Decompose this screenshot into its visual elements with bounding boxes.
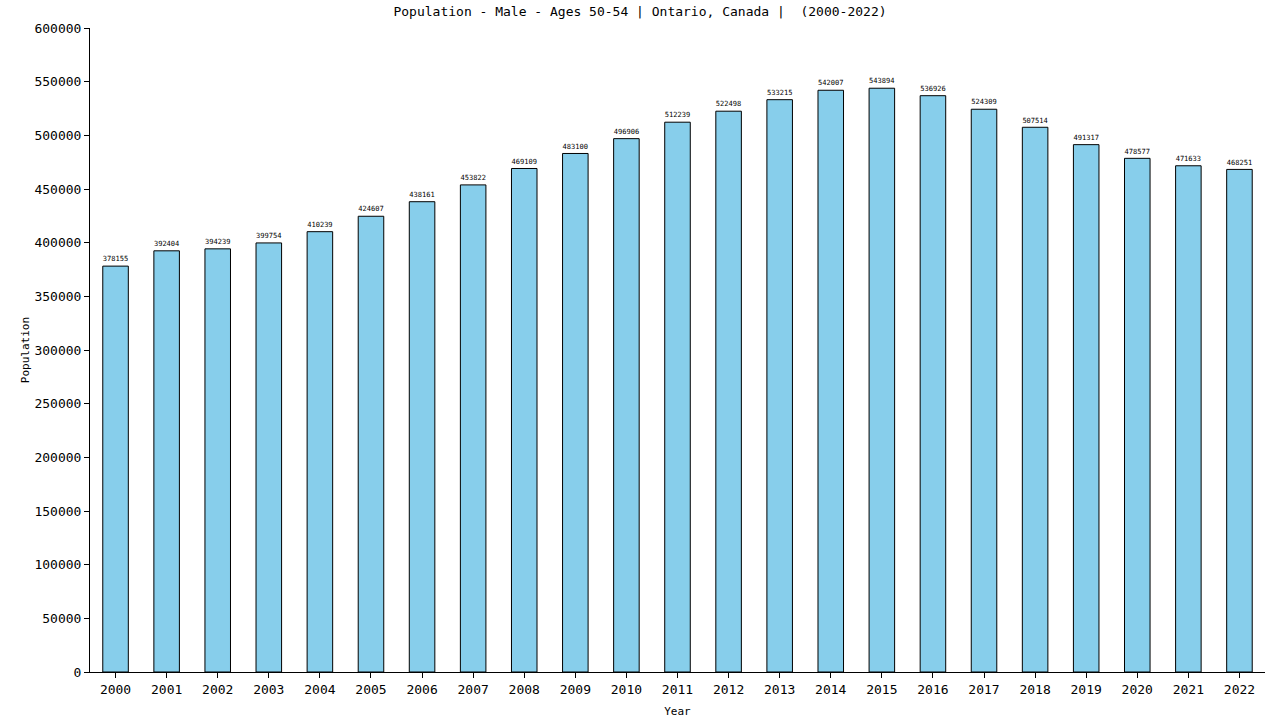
svg-text:550000: 550000 bbox=[34, 74, 81, 89]
svg-text:2006: 2006 bbox=[406, 682, 437, 697]
svg-text:483100: 483100 bbox=[563, 142, 589, 151]
svg-text:468251: 468251 bbox=[1227, 158, 1253, 167]
svg-text:453822: 453822 bbox=[460, 173, 485, 182]
svg-text:2017: 2017 bbox=[968, 682, 999, 697]
svg-text:350000: 350000 bbox=[34, 289, 81, 304]
svg-text:471633: 471633 bbox=[1176, 154, 1201, 163]
svg-text:250000: 250000 bbox=[34, 396, 81, 411]
svg-text:392404: 392404 bbox=[154, 239, 179, 248]
svg-text:50000: 50000 bbox=[42, 611, 81, 626]
svg-text:Population - Male - Ages 50-54: Population - Male - Ages 50-54 | Ontario… bbox=[393, 4, 886, 19]
svg-text:524309: 524309 bbox=[971, 97, 996, 106]
svg-text:2010: 2010 bbox=[611, 682, 642, 697]
svg-text:496906: 496906 bbox=[614, 127, 639, 136]
svg-text:438161: 438161 bbox=[409, 190, 435, 199]
svg-text:450000: 450000 bbox=[34, 182, 81, 197]
svg-text:378155: 378155 bbox=[103, 254, 129, 263]
svg-text:2013: 2013 bbox=[764, 682, 795, 697]
svg-text:100000: 100000 bbox=[34, 557, 81, 572]
svg-text:2018: 2018 bbox=[1019, 682, 1050, 697]
svg-text:Population: Population bbox=[19, 317, 32, 383]
svg-text:2022: 2022 bbox=[1224, 682, 1255, 697]
svg-text:2012: 2012 bbox=[713, 682, 744, 697]
svg-text:2021: 2021 bbox=[1173, 682, 1204, 697]
svg-text:500000: 500000 bbox=[34, 128, 81, 143]
svg-text:2015: 2015 bbox=[866, 682, 897, 697]
svg-text:2020: 2020 bbox=[1122, 682, 1153, 697]
svg-text:543894: 543894 bbox=[869, 76, 894, 85]
svg-text:2001: 2001 bbox=[151, 682, 182, 697]
svg-text:2019: 2019 bbox=[1071, 682, 1102, 697]
svg-text:600000: 600000 bbox=[34, 21, 81, 36]
svg-text:478577: 478577 bbox=[1125, 147, 1150, 156]
svg-text:522498: 522498 bbox=[716, 99, 741, 108]
svg-text:200000: 200000 bbox=[34, 450, 81, 465]
svg-text:410239: 410239 bbox=[307, 220, 332, 229]
svg-text:2014: 2014 bbox=[815, 682, 846, 697]
svg-text:Year: Year bbox=[664, 705, 691, 718]
svg-text:2004: 2004 bbox=[304, 682, 335, 697]
svg-text:491317: 491317 bbox=[1073, 133, 1099, 142]
svg-text:2009: 2009 bbox=[560, 682, 591, 697]
svg-text:512239: 512239 bbox=[665, 110, 690, 119]
svg-text:542007: 542007 bbox=[818, 78, 843, 87]
svg-text:2016: 2016 bbox=[917, 682, 948, 697]
svg-text:536926: 536926 bbox=[920, 84, 946, 93]
svg-text:424607: 424607 bbox=[358, 204, 383, 213]
svg-text:2007: 2007 bbox=[457, 682, 488, 697]
svg-text:469109: 469109 bbox=[512, 157, 537, 166]
svg-text:2005: 2005 bbox=[355, 682, 386, 697]
svg-text:400000: 400000 bbox=[34, 235, 81, 250]
svg-text:0: 0 bbox=[74, 665, 82, 680]
svg-text:507514: 507514 bbox=[1022, 116, 1047, 125]
svg-text:2008: 2008 bbox=[509, 682, 540, 697]
svg-text:150000: 150000 bbox=[34, 504, 81, 519]
svg-text:2003: 2003 bbox=[253, 682, 284, 697]
svg-text:2000: 2000 bbox=[100, 682, 131, 697]
svg-text:394239: 394239 bbox=[205, 237, 230, 246]
svg-text:399754: 399754 bbox=[256, 231, 282, 240]
svg-text:533215: 533215 bbox=[767, 88, 793, 97]
svg-text:300000: 300000 bbox=[34, 343, 81, 358]
svg-text:2011: 2011 bbox=[662, 682, 693, 697]
svg-text:2002: 2002 bbox=[202, 682, 233, 697]
